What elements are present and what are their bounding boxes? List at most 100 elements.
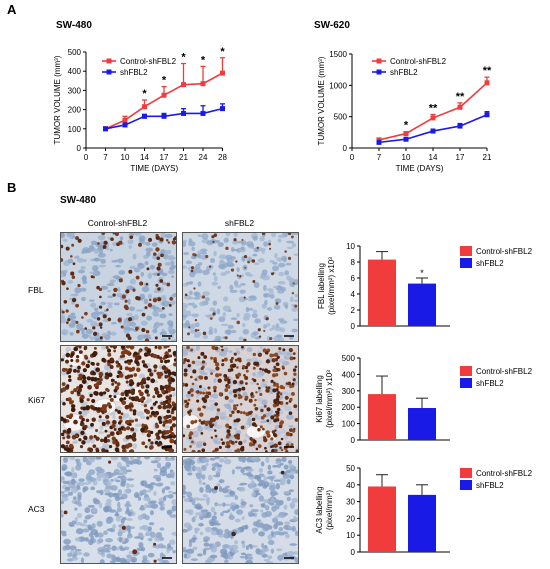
data-point bbox=[403, 136, 409, 142]
y-tick-label: 1500 bbox=[329, 50, 347, 59]
legend-swatch bbox=[460, 378, 472, 388]
sw480-line-chart: SW-480 0 100 200 300 400 500 0 7 10 14 17 21 24 28 TIME… bbox=[53, 20, 227, 173]
x-tick-label: 0 bbox=[350, 153, 355, 162]
data-point bbox=[200, 81, 206, 87]
data-point bbox=[122, 117, 128, 123]
y-tick-label: 100 bbox=[68, 125, 82, 134]
data-point bbox=[430, 115, 436, 121]
bar-control bbox=[368, 394, 396, 440]
panel-b-title: SW-480 bbox=[60, 195, 96, 206]
y-tick-label: 0 bbox=[77, 144, 82, 153]
y-axis-label-line1: FBL labelling bbox=[317, 263, 326, 309]
row-label-fbl: FBL bbox=[28, 285, 44, 295]
x-tick-label: 14 bbox=[140, 153, 149, 162]
legend-label: shFBL2 bbox=[390, 68, 418, 77]
x-tick-label: 10 bbox=[121, 153, 130, 162]
y-axis-label: TUMOR VOLUME (mm³) bbox=[317, 56, 326, 145]
micrograph-fbl-control bbox=[60, 232, 177, 342]
data-point bbox=[430, 128, 436, 134]
row-label-ac3: AC3 bbox=[28, 504, 45, 514]
x-tick-label: 17 bbox=[160, 153, 169, 162]
panel-a-letter: A bbox=[7, 2, 17, 17]
bar-control bbox=[368, 259, 396, 326]
micrograph-fbl-shfbl2 bbox=[182, 232, 299, 342]
y-tick-label: 400 bbox=[68, 67, 82, 76]
micrograph-ki67-shfbl2 bbox=[182, 345, 299, 453]
y-axis-label-line1: AC3 labelling bbox=[315, 486, 324, 533]
x-tick-label: 10 bbox=[402, 153, 411, 162]
x-tick-label: 24 bbox=[199, 153, 208, 162]
y-tick-label: 2 bbox=[351, 306, 356, 315]
micrograph-ac3-shfbl2 bbox=[182, 456, 299, 564]
bar-shfbl2 bbox=[408, 494, 436, 552]
x-tick-label: 17 bbox=[456, 153, 465, 162]
bar-shfbl2 bbox=[408, 283, 436, 326]
y-axis-label: TUMOR VOLUME (mm³) bbox=[53, 55, 62, 144]
significance-mark: * bbox=[201, 54, 206, 66]
data-point bbox=[484, 80, 490, 86]
legend-swatch bbox=[460, 366, 472, 376]
data-point bbox=[161, 92, 167, 98]
y-tick-label: 10 bbox=[346, 242, 355, 251]
y-tick-label: 0 bbox=[343, 144, 348, 153]
sw620-line-chart: SW-620 0 500 1000 1500 0 7 10 14 17 21 TIME (DAYS) T… bbox=[314, 20, 492, 173]
data-point bbox=[142, 113, 147, 119]
y-tick-label: 30 bbox=[346, 498, 355, 507]
data-point bbox=[122, 122, 128, 128]
data-point bbox=[103, 126, 108, 132]
legend-swatch bbox=[460, 258, 472, 268]
data-point bbox=[484, 112, 490, 118]
legend-label: Control-shFBL2 bbox=[476, 367, 533, 376]
y-axis-label-line2: (pixel/mm²) bbox=[325, 490, 334, 530]
significance-mark: * bbox=[420, 268, 424, 278]
micrograph-ki67-control bbox=[60, 345, 177, 453]
chart-title: SW-480 bbox=[56, 20, 92, 31]
data-point bbox=[403, 131, 409, 137]
x-tick-label: 7 bbox=[377, 153, 382, 162]
chart-title: SW-620 bbox=[314, 20, 350, 31]
y-tick-label: 10 bbox=[346, 531, 355, 540]
x-tick-label: 7 bbox=[103, 153, 108, 162]
legend-marker bbox=[106, 58, 112, 64]
y-tick-label: 40 bbox=[346, 481, 355, 490]
legend-label: shFBL2 bbox=[476, 259, 504, 268]
y-axis-label-line1: Ki67 labelling bbox=[315, 375, 324, 423]
legend-label: Control-shFBL2 bbox=[476, 469, 533, 478]
x-tick-label: 28 bbox=[218, 153, 227, 162]
y-tick-label: 200 bbox=[342, 403, 356, 412]
y-axis-label: Ki67 labelling (pixel/mm²) x10³ bbox=[315, 370, 334, 428]
significance-mark: ** bbox=[456, 91, 465, 103]
significance-mark: * bbox=[220, 46, 225, 58]
legend-label: shFBL2 bbox=[120, 68, 148, 77]
y-tick-label: 500 bbox=[68, 48, 82, 57]
y-tick-label: 6 bbox=[351, 274, 356, 283]
data-point bbox=[181, 82, 186, 88]
x-tick-label: 0 bbox=[84, 153, 89, 162]
y-tick-label: 300 bbox=[68, 86, 82, 95]
y-tick-label: 400 bbox=[342, 370, 356, 379]
y-tick-label: 200 bbox=[68, 106, 82, 115]
y-tick-label: 20 bbox=[346, 514, 355, 523]
legend-marker bbox=[376, 58, 382, 64]
y-tick-label: 300 bbox=[342, 387, 356, 396]
y-tick-label: 4 bbox=[351, 290, 356, 299]
significance-mark: * bbox=[181, 52, 186, 64]
x-tick-label: 14 bbox=[429, 153, 438, 162]
significance-mark: * bbox=[162, 75, 167, 87]
ac3-bar-chart: 0 10 20 30 40 50 AC3 labelling (pixel/mm²) Contr… bbox=[315, 464, 533, 557]
fbl-bar-chart: 0 2 4 6 8 10 FBL labelling (pixel/mm²) x10³ * Con… bbox=[317, 242, 533, 331]
legend-label: shFBL2 bbox=[476, 481, 504, 490]
y-tick-label: 1000 bbox=[329, 81, 347, 90]
ki67-bar-chart: 0 100 200 300 400 500 Ki67 labelling (pixel/mm²… bbox=[315, 354, 533, 445]
column-header-control: Control-shFBL2 bbox=[87, 218, 148, 228]
panel-b-letter: B bbox=[7, 180, 17, 195]
y-tick-label: 100 bbox=[342, 420, 356, 429]
data-point bbox=[457, 104, 463, 110]
significance-mark: ** bbox=[429, 102, 438, 114]
y-tick-label: 0 bbox=[351, 436, 356, 445]
y-tick-label: 50 bbox=[346, 464, 355, 473]
legend-marker bbox=[106, 69, 112, 75]
legend-label: Control-shFBL2 bbox=[476, 247, 533, 256]
significance-mark: * bbox=[142, 88, 147, 100]
data-point bbox=[376, 137, 382, 143]
